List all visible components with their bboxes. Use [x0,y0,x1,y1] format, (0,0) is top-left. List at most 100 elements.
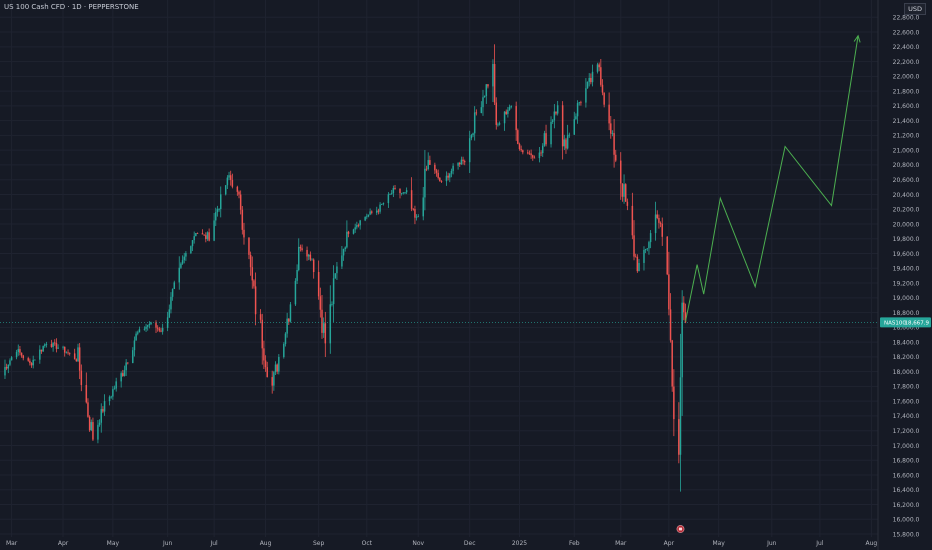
candle-body [669,309,672,341]
candle-body [417,216,420,218]
candle-body [673,386,675,420]
candle-body [470,135,473,139]
projection-arrowhead [853,34,861,43]
candle-body [80,370,83,386]
candle-body [671,340,673,387]
y-tick-label: 16,400.0 [893,487,920,494]
candle-body [251,267,254,281]
candle-body [608,104,610,124]
y-tick-label: 20,600.0 [893,177,920,184]
candle-body [520,149,522,151]
y-tick-label: 22,400.0 [893,44,920,51]
y-tick-label: 19,800.0 [893,236,920,243]
candle-body [347,231,350,234]
candle-body [344,247,346,250]
candle-body [271,377,273,386]
candle-body [73,353,76,360]
x-tick-label: Mar [615,540,627,547]
candle-body [317,272,320,297]
candle-body [623,184,625,197]
candle-body [32,359,34,366]
candle-body [550,121,552,145]
candle-body [666,236,668,275]
candle-body [5,367,8,369]
y-tick-label: 19,600.0 [893,251,920,258]
candle-body [100,409,102,423]
candle-body [561,105,564,147]
candle-body [668,274,670,310]
candle-body [649,233,652,243]
candle-body [462,159,464,162]
candle-body [296,269,298,281]
candle-body [508,107,511,110]
candle-body [68,352,71,354]
candle-body [166,317,169,328]
candle-body [364,216,366,221]
candle-body [468,138,471,163]
y-tick-label: 21,000.0 [893,147,920,154]
x-tick-label: Aug [260,540,272,547]
candle-body [473,112,476,134]
candle-body [480,107,483,114]
candle-body [590,77,592,83]
candle-body [634,256,637,258]
candle-body [404,192,406,194]
candle-body [146,325,149,327]
candle-body [485,84,488,97]
candle-body [580,102,582,104]
candle-body [92,422,94,440]
candle-body [294,280,297,305]
candle-body [17,349,20,352]
candle-body [332,278,335,305]
price-tag[interactable] [880,317,931,328]
y-tick-label: 22,000.0 [893,74,920,81]
x-tick-label: Mar [6,540,18,547]
y-tick-label: 21,400.0 [893,118,920,125]
price-tag-value: 18,667.9 [905,321,930,327]
candle-body [90,422,93,431]
symbol-title[interactable]: US 100 Cash CFD · 1D · PEPPERSTONE [4,3,139,11]
x-tick-label: Jun [162,540,173,547]
candle-body [132,350,134,364]
candle-body [206,232,209,240]
candle-body [259,314,262,320]
projection-line[interactable] [685,35,859,322]
candle-body [543,133,546,146]
candle-body [155,322,157,328]
candle-body [334,273,337,279]
candle-body [528,153,531,155]
y-tick-label: 16,600.0 [893,472,920,479]
candle-body [148,324,151,326]
candle-body [205,235,207,240]
candle-body [171,289,174,297]
candle-body [243,229,245,238]
y-tick-label: 20,000.0 [893,221,920,228]
candle-body [626,201,629,206]
candle-body [113,388,116,390]
candle-body [533,157,536,159]
candle-body [329,304,332,344]
y-tick-label: 21,600.0 [893,103,920,110]
candle-body [434,164,436,171]
candle-body [195,233,197,237]
candle-body [613,133,615,155]
currency-button[interactable]: USD [904,3,926,15]
candle-body [684,312,687,323]
candle-body [540,152,542,154]
candle-body [65,352,68,354]
candle-body [298,246,300,270]
candle-body [644,248,647,250]
x-tick-label: May [107,540,120,547]
candle-body [482,97,484,108]
candle-body [678,419,680,455]
candle-body [44,344,46,347]
candle-body [319,296,322,310]
candle-body [566,135,569,149]
candle-body [253,280,255,287]
candle-body [585,88,587,103]
candle-body [611,133,614,134]
candle-body [110,396,112,398]
